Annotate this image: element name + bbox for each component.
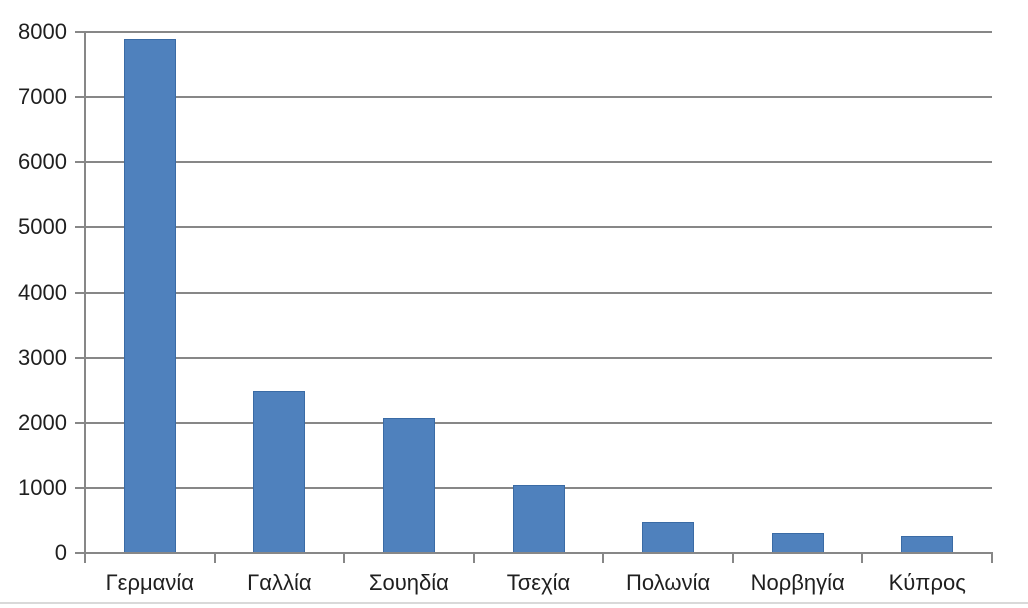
category-label: Κύπρος [888, 570, 966, 595]
y-axis-tick [75, 486, 84, 489]
category-label: Νορβηγία [750, 570, 845, 595]
gridline [86, 356, 992, 359]
y-axis-tick [75, 96, 84, 99]
y-axis-tick [75, 161, 84, 164]
y-tick-label: 1000 [18, 474, 67, 500]
y-tick-label: 3000 [18, 344, 67, 370]
bar [123, 39, 176, 553]
gridline [86, 31, 992, 33]
y-axis-tick [75, 31, 84, 33]
page-bottom-rule [0, 602, 1028, 604]
category-label: Πολωνία [626, 570, 711, 595]
gridline [86, 96, 992, 99]
y-axis-tick [75, 552, 84, 554]
x-axis-tick [213, 554, 216, 563]
y-tick-label: 6000 [18, 149, 67, 175]
y-tick-label: 4000 [18, 279, 67, 305]
x-axis-tick [731, 554, 734, 563]
y-tick-label: 5000 [18, 214, 67, 240]
y-tick-label: 2000 [18, 409, 67, 435]
y-axis-tick [75, 226, 84, 229]
category-label: Γαλλία [247, 570, 312, 595]
x-axis-tick [84, 554, 86, 563]
gridline [86, 226, 992, 229]
y-axis-tick [75, 421, 84, 424]
x-axis-tick [343, 554, 346, 563]
x-axis-tick [861, 554, 864, 563]
x-axis-tick [602, 554, 605, 563]
gridline [86, 421, 992, 424]
y-axis-line [84, 31, 86, 555]
category-label: Τσεχία [506, 570, 571, 595]
y-tick-label: 0 [54, 540, 67, 565]
category-label: Σουηδία [368, 570, 449, 595]
x-axis-tick [472, 554, 475, 563]
y-axis-tick [75, 291, 84, 294]
bar [382, 418, 435, 553]
y-tick-label: 8000 [18, 19, 67, 44]
x-axis-line [84, 552, 993, 554]
bar [512, 485, 565, 553]
y-axis-tick [75, 356, 84, 359]
y-tick-label: 7000 [18, 84, 67, 110]
gridline [86, 291, 992, 294]
category-label: Γερμανία [105, 570, 195, 595]
x-axis-tick [991, 554, 993, 563]
gridline [86, 161, 992, 164]
